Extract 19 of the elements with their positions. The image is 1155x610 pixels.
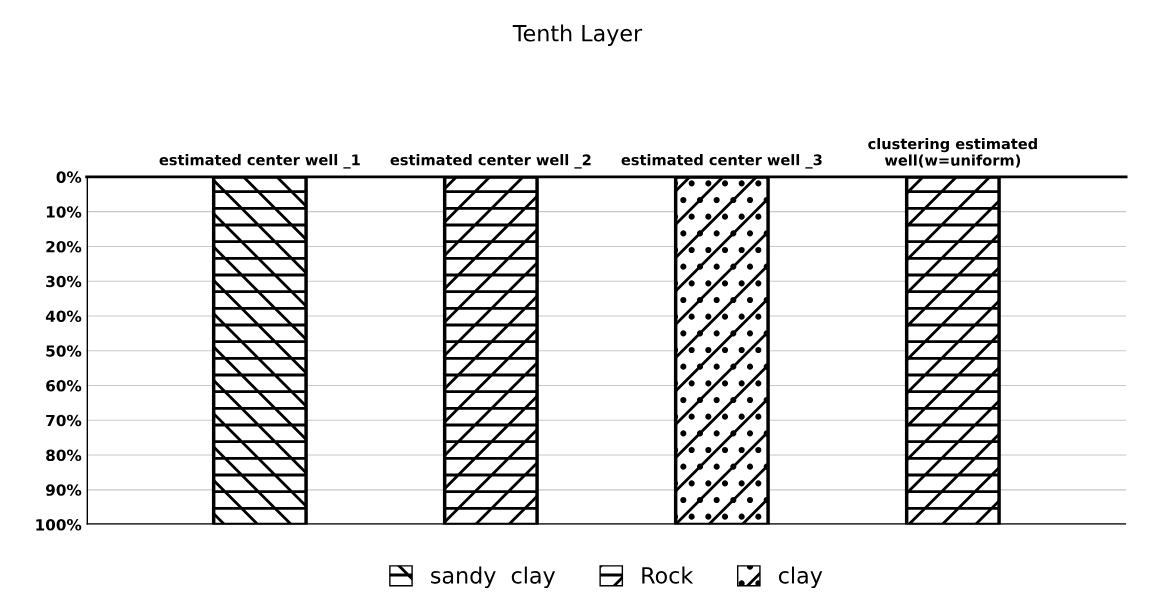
y-tick-label: 20% — [46, 240, 82, 253]
y-tick-label: 40% — [45, 310, 82, 322]
y-tick-label: 70% — [46, 414, 82, 427]
y-tick-label: 30% — [46, 275, 82, 288]
legend-label: sandy clay — [431, 566, 556, 589]
legend-label: clay — [778, 566, 823, 589]
x-tick-label: estimated center well _1 — [159, 154, 360, 169]
x-tick-label: estimated center well _3 — [621, 154, 822, 169]
y-tick-label: 10% — [46, 206, 82, 218]
y-tick-label: 80% — [46, 449, 82, 462]
y-tick-label: 100% — [36, 519, 82, 531]
x-tick-label: clustering estimated well(w=uniform) — [868, 138, 1037, 168]
y-tick-label: 50% — [46, 345, 82, 357]
x-tick-label: estimated center well _2 — [390, 154, 591, 169]
y-tick-label: 0% — [56, 171, 82, 183]
legend-label: Rock — [642, 566, 694, 584]
y-tick-label: 90% — [45, 484, 82, 496]
chart-title: Tenth Layer — [512, 24, 643, 46]
y-tick-label: 60% — [46, 379, 82, 392]
